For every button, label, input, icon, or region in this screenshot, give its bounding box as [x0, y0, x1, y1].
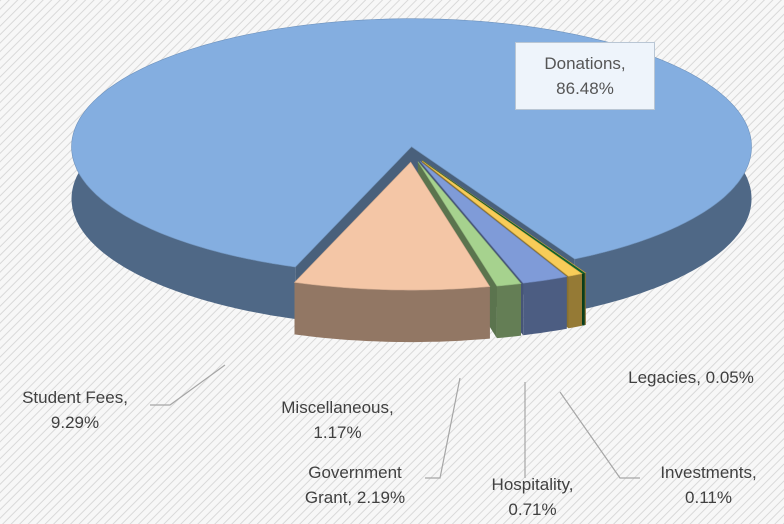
slice-top [422, 160, 586, 274]
data-label: Donations, 86.48% [515, 42, 655, 110]
slice-wall [584, 272, 586, 326]
leader-lines [150, 364, 640, 479]
slice-wall [294, 282, 490, 343]
slice-top [293, 161, 491, 291]
slice-wall [523, 276, 567, 336]
slice-top [417, 161, 522, 287]
slice-wall [496, 283, 521, 339]
data-label: Investments, 0.11% [660, 463, 757, 507]
data-label: Legacies, 0.05% [628, 368, 754, 387]
data-label: Miscellaneous, 1.17% [281, 398, 394, 442]
slice-wall [568, 273, 582, 329]
slice-wall [582, 273, 585, 326]
data-label: Student Fees, 9.29% [22, 388, 128, 432]
data-label: Hospitality, 0.71% [491, 475, 574, 519]
slice-top [419, 161, 568, 284]
slice-top [421, 160, 583, 277]
data-label: Government Grant, 2.19% [304, 463, 406, 507]
